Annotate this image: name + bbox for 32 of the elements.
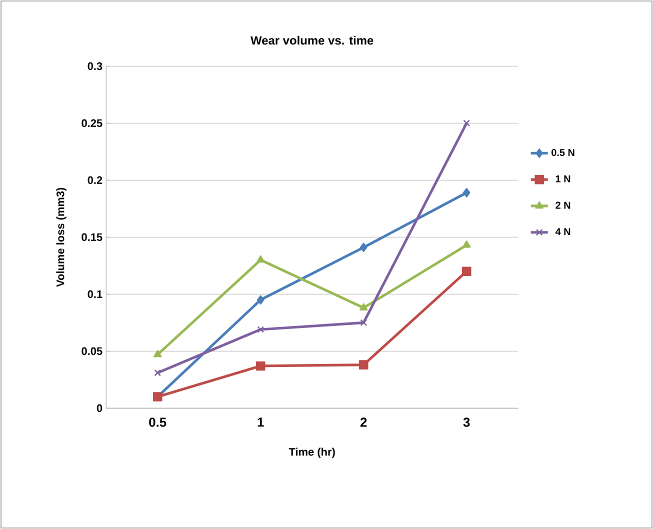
point: [256, 361, 266, 371]
y-tick-label: 0.25: [82, 119, 102, 128]
y-tick-label: 0.15: [82, 233, 102, 242]
legend-label: 0.5 N: [552, 148, 574, 156]
x-tick-label: 3: [463, 418, 470, 427]
y-axis-title: Volume loss (mm3): [56, 188, 66, 287]
point: [360, 319, 368, 326]
legend-label: 4 N: [555, 228, 570, 236]
point: [462, 188, 470, 198]
legend-label: 1 N: [556, 175, 570, 182]
x-axis-title: Time (hr): [288, 448, 335, 458]
point: [463, 120, 470, 127]
point: [462, 266, 472, 276]
point: [358, 360, 368, 370]
point: [256, 255, 265, 263]
point: [154, 369, 162, 376]
legend-label: 2 N: [556, 202, 570, 209]
chart-title: Wear volume vs. time: [250, 36, 374, 45]
point: [360, 242, 368, 252]
y-tick-label: 0.05: [82, 347, 102, 356]
y-tick-label: 0: [96, 404, 102, 412]
point: [359, 303, 368, 310]
x-tick-label: 2: [360, 418, 367, 427]
point: [256, 295, 264, 304]
point: [257, 326, 264, 333]
y-tick-label: 0.1: [88, 290, 102, 298]
x-tick-label: 1: [258, 418, 264, 427]
y-tick-label: 0.2: [88, 176, 102, 184]
point: [153, 350, 162, 358]
point: [462, 240, 471, 248]
y-tick-label: 0.3: [88, 62, 102, 70]
x-tick-label: 0.5: [149, 418, 166, 427]
